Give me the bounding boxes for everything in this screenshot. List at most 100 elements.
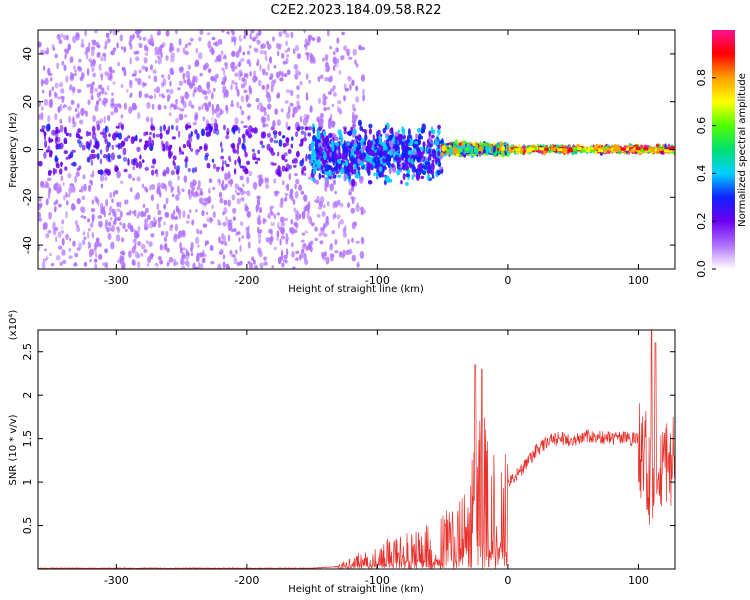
spectrogram-cell [244,229,247,235]
spectrogram-cell [264,177,270,184]
spectrogram-cell [348,164,352,171]
spectrogram-cell [557,148,563,152]
spectrogram-cell [285,233,289,237]
spectrogram-cell [174,92,179,99]
spectrogram-cell [263,256,267,261]
spectrogram-cell [362,209,367,214]
spectrogram-cell [196,228,200,235]
spectrogram-cell [170,68,174,75]
spectrogram-cell [324,96,328,100]
spectrogram-cell [421,129,426,134]
spectrogram-cell [368,157,373,161]
spectrogram-cell [137,211,141,217]
spectrogram-cell [357,167,361,171]
spectrogram-cell [598,149,603,153]
spectrogram-cell [203,145,208,152]
spectrogram-cell [358,256,361,265]
spectrogram-cell [324,170,329,176]
spectrogram-cell [51,129,56,136]
spectrogram-cell [54,92,58,99]
spectrogram-cell [273,133,277,139]
spectrogram-cell [87,218,91,223]
spectrogram-cell [207,40,211,49]
spectrogram-cell [283,254,288,260]
spectrogram-cell [392,166,397,173]
spectrogram-cell [143,131,147,137]
spectrogram-cell [60,161,63,168]
spectrogram-cell [89,259,92,263]
spectrogram-cell [220,141,223,148]
spectrogram-cell [576,147,582,151]
spectrogram-cell [61,33,64,38]
spectrogram-cell [170,55,175,63]
spectrogram-cell [54,208,57,213]
spectrogram-cell [67,106,72,111]
spectrogram-cell [189,172,194,180]
spectrogram-cell [58,203,62,208]
spectrogram-cell [179,108,185,112]
spectrogram-cell [243,125,248,129]
spectrogram-cell [353,157,358,165]
x-tick-label: -100 [365,274,390,287]
spectrogram-cell [239,221,244,226]
spectrogram-cell [236,192,241,196]
spectrogram-cell [219,197,224,204]
spectrogram-cell [379,166,383,172]
y-tick-label: 40 [21,47,34,61]
spectrogram-cell [329,183,334,192]
spectrogram-cell [663,149,669,153]
spectrogram-cell [248,170,253,177]
spectrogram-cell [190,148,194,152]
spectrogram-cell [149,131,152,136]
spectrogram-cell [131,228,136,232]
spectrogram-cell [237,155,241,162]
spectrogram-cell [356,162,359,169]
spectrogram-cell [141,81,146,88]
spectrogram-cell [410,158,414,165]
spectrogram-cell [111,78,115,84]
spectrogram-cell [267,63,270,71]
spectrogram-cell [48,136,51,144]
spectrogram-cell [55,136,58,142]
spectrogram-cell [250,30,255,34]
spectrogram-cell [129,94,133,98]
spectrogram-cell [62,259,67,264]
spectrogram-cell [288,126,291,130]
y-tick-label: -40 [21,236,34,254]
spectrogram-cell [331,147,335,152]
spectrogram-cell [180,99,184,104]
spectrogram-cell [241,110,245,115]
spectrogram-cell [238,160,241,167]
spectrogram-cell [90,94,94,101]
spectrogram-cell [296,53,302,59]
spectrogram-cell [353,59,357,65]
spectrogram-cell [230,143,235,148]
spectrogram-cell [41,106,44,111]
spectrogram-cell [422,141,426,148]
spectrogram-cell [306,52,309,61]
spectrogram-cell [133,50,138,55]
spectrogram-cell [572,147,578,151]
spectrogram-cell [47,67,51,76]
spectrogram-cell [61,219,65,225]
spectrogram-cell [152,132,156,139]
spectrogram-cell [261,43,266,49]
spectrogram-cell [206,81,211,90]
spectrogram-cell [84,50,88,56]
spectrogram-cell [137,225,141,234]
spectrogram-cell [144,52,149,56]
spectrogram-cell [391,163,395,168]
spectrogram-cell [301,210,306,217]
spectrogram-cell [82,174,86,180]
spectrogram-cell [586,149,592,153]
spectrogram-cell [211,49,215,54]
spectrogram-cell [197,180,201,188]
spectrogram-cell [54,82,59,89]
spectrogram-cell [415,133,419,139]
spectrogram-cell [285,141,289,147]
spectrogram-cell [97,97,102,102]
spectrogram-cell [333,92,337,97]
spectrogram-cell [86,156,91,163]
spectrogram-cell [258,179,262,187]
spectrogram-cell [177,185,180,194]
